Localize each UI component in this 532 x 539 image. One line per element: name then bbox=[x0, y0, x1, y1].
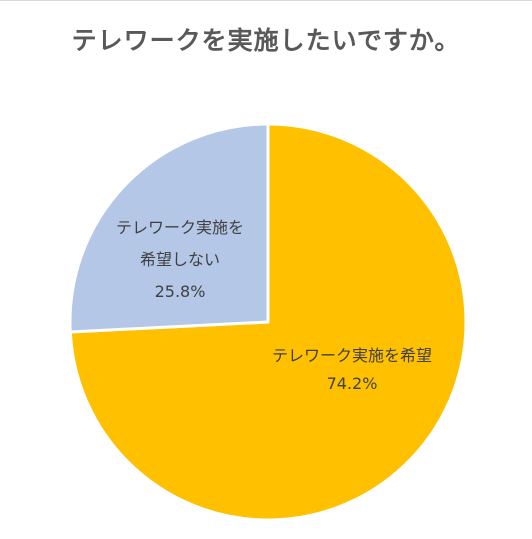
slice-label-0: テレワーク実施を希望 74.2% bbox=[272, 346, 432, 393]
chart-title: テレワークを実施したいですか。 bbox=[71, 26, 461, 55]
slice-value-label: 25.8% bbox=[155, 282, 206, 301]
slice-category-label: テレワーク実施を bbox=[116, 218, 244, 237]
slice-category-label: 希望しない bbox=[140, 250, 220, 269]
slice-value-label: 74.2% bbox=[327, 374, 378, 393]
slice-category-label: テレワーク実施を希望 bbox=[272, 346, 432, 365]
pie-slice-1 bbox=[68, 122, 270, 334]
slice-label-1: テレワーク実施を希望しない 25.8% bbox=[116, 218, 244, 301]
